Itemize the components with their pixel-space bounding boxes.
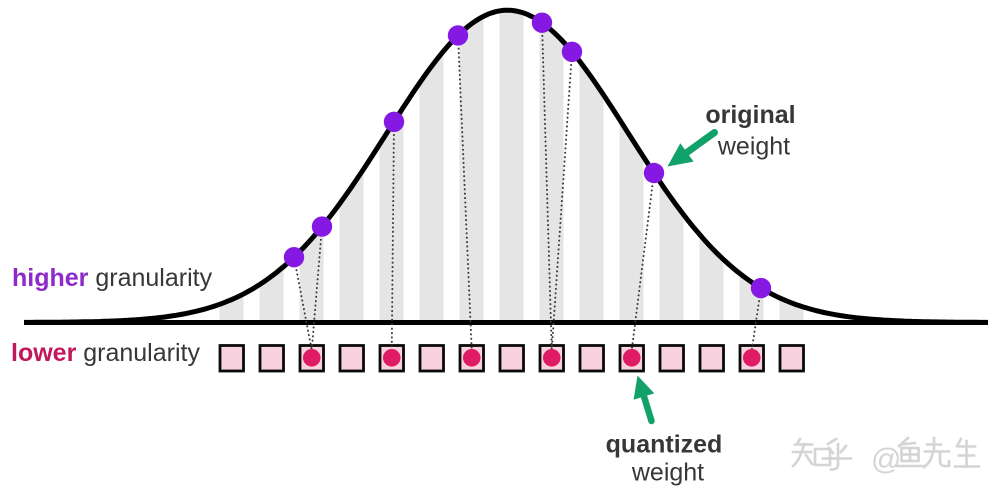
svg-text:@: @ [871, 443, 901, 476]
svg-text:weight: weight [631, 458, 704, 486]
svg-text:weight: weight [717, 133, 790, 161]
svg-text:original: original [705, 101, 795, 129]
svg-text:quantized: quantized [606, 431, 723, 459]
svg-text:higher granularity: higher granularity [12, 264, 213, 292]
svg-text:lower granularity: lower granularity [11, 339, 200, 367]
